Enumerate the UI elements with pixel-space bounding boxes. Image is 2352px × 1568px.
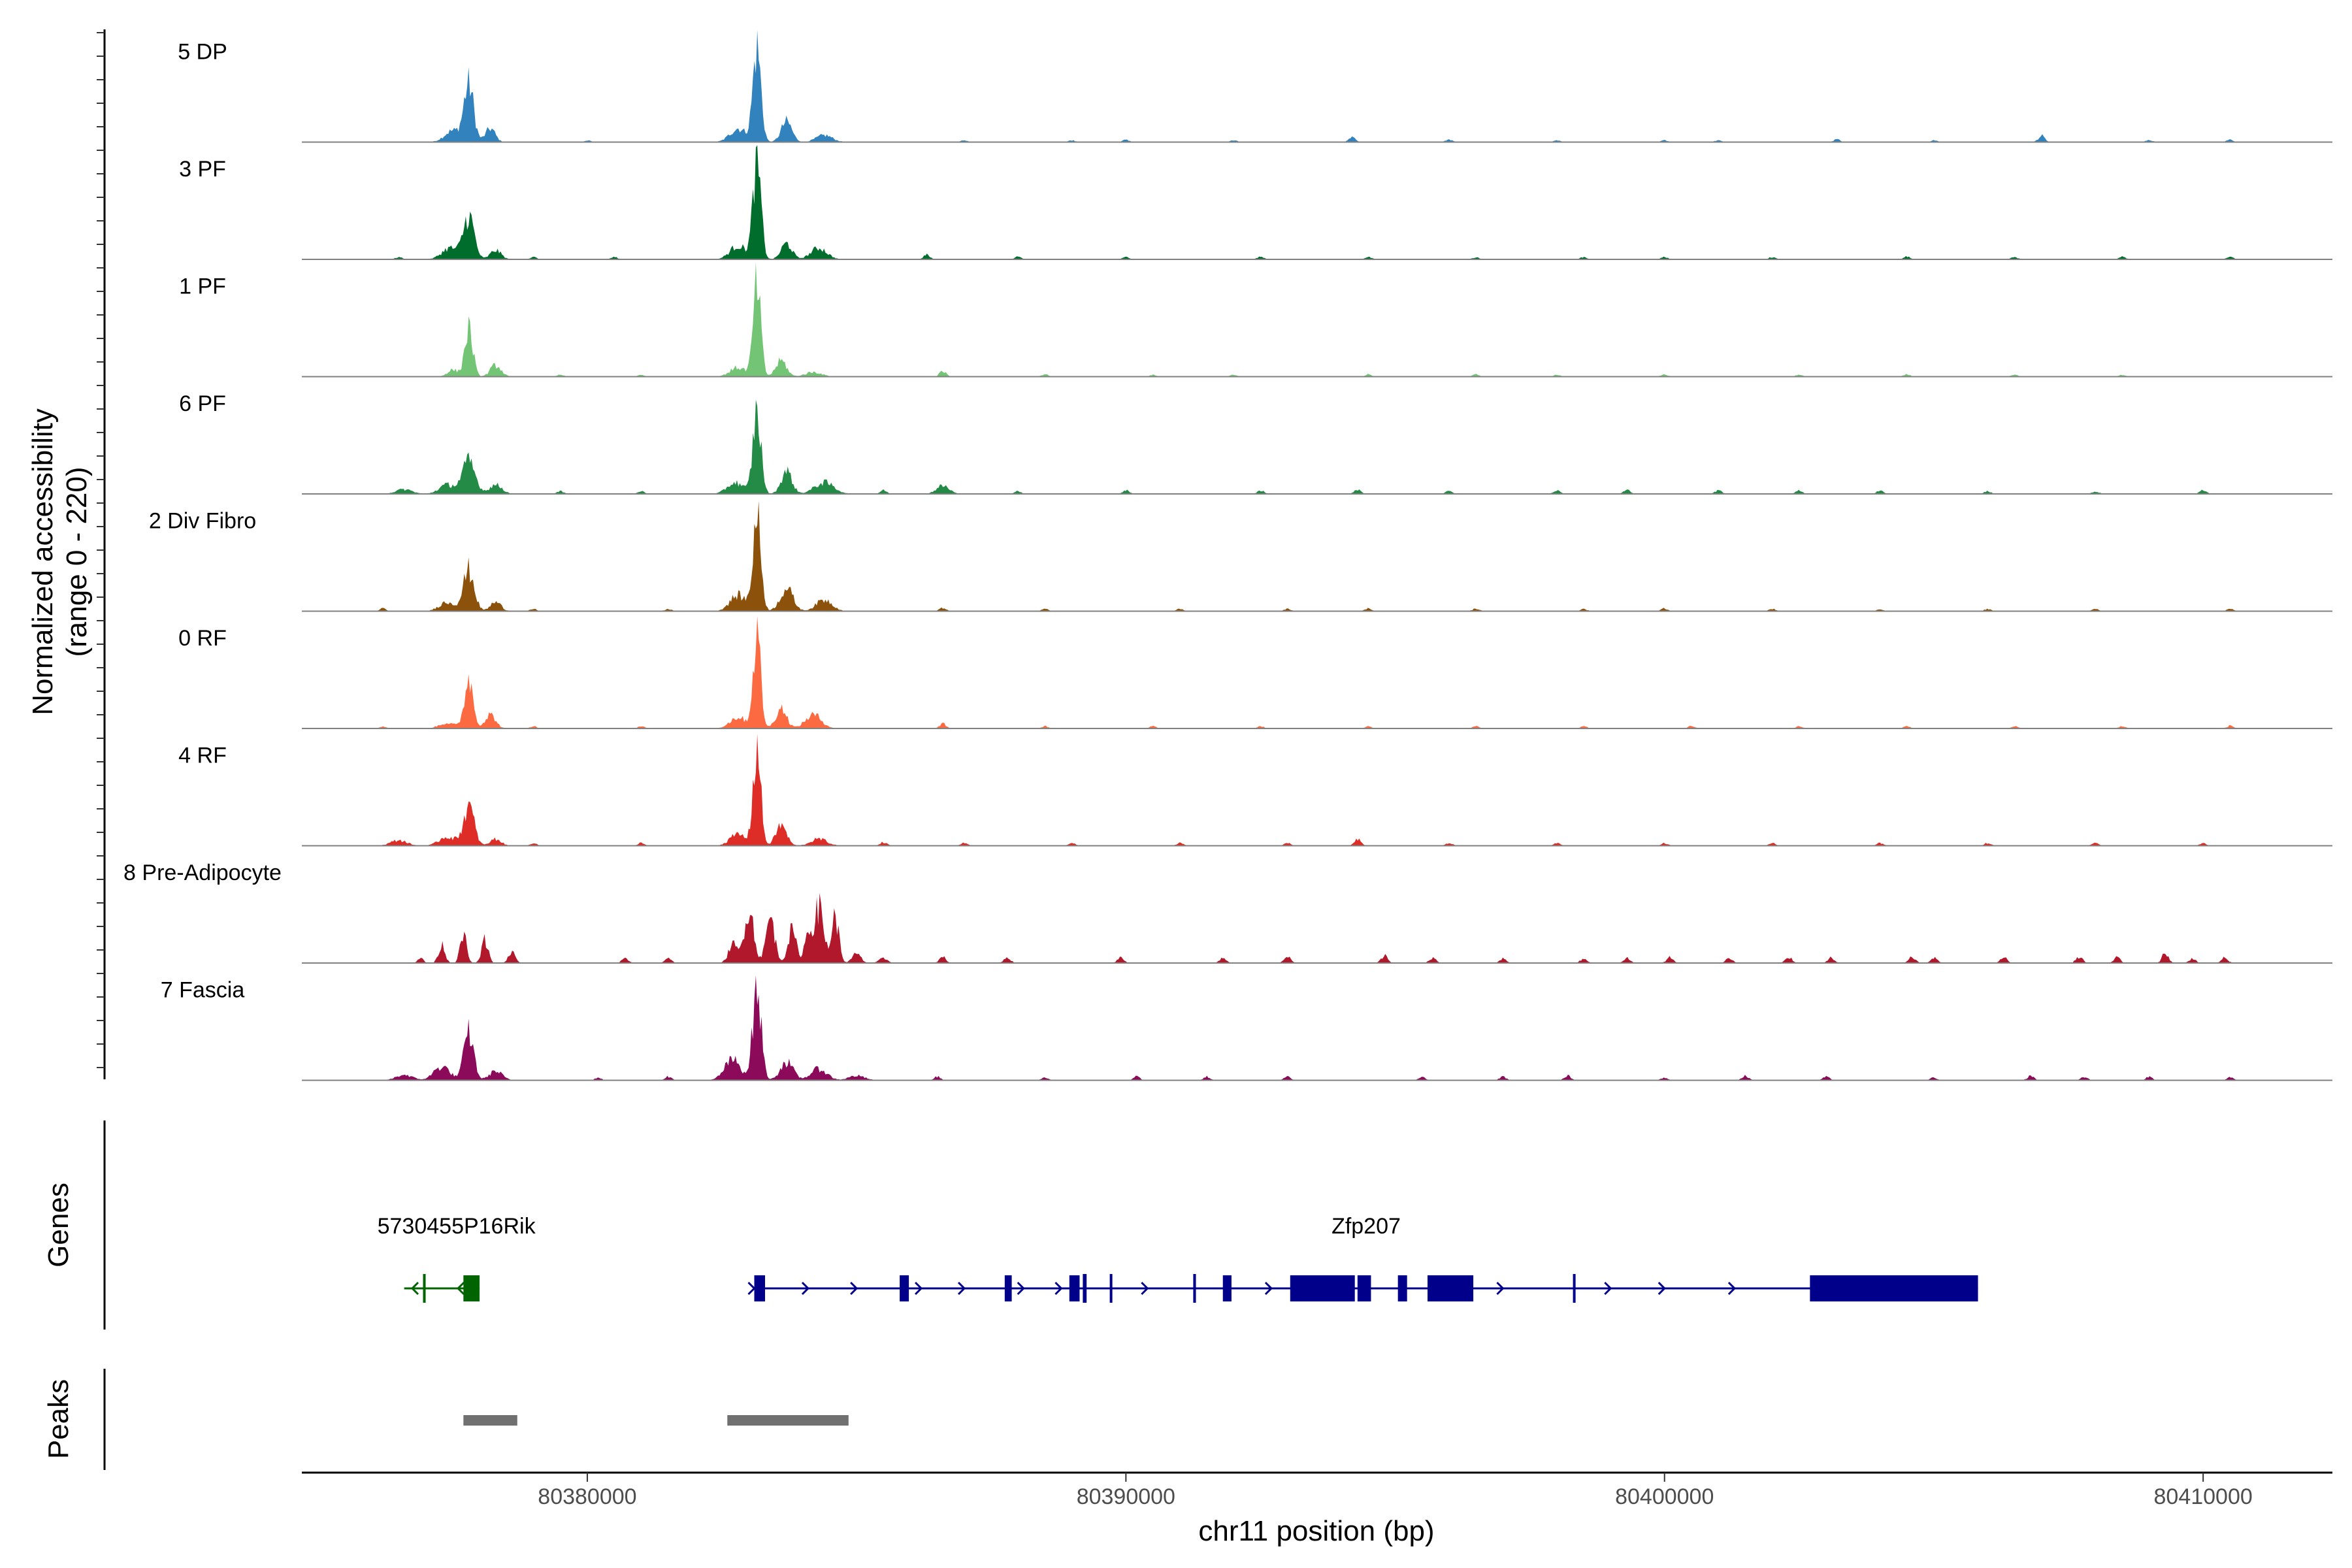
left-axes	[97, 29, 106, 1470]
strand-arrow	[1017, 1281, 1025, 1296]
gene-exon	[754, 1275, 765, 1301]
strand-arrow	[957, 1281, 966, 1296]
x-tick-label: 80380000	[538, 1484, 636, 1509]
x-tick-label: 80400000	[1615, 1484, 1714, 1509]
gene-exon	[1193, 1274, 1196, 1303]
coverage-area	[350, 399, 2247, 494]
gene-exon	[1222, 1275, 1232, 1301]
gene-exon	[1109, 1274, 1113, 1303]
peak-region	[727, 1415, 849, 1426]
track-label: 0 RF	[178, 626, 227, 651]
strand-arrow	[1054, 1281, 1063, 1296]
coverage-area	[350, 262, 2247, 377]
gene-exon	[1004, 1275, 1012, 1301]
strand-arrow	[747, 1281, 756, 1296]
strand-arrow	[410, 1281, 419, 1296]
track-1: 3 PF	[179, 145, 2332, 260]
peaks-track	[463, 1415, 849, 1426]
strand-arrow	[1264, 1281, 1273, 1296]
strand-arrow	[914, 1281, 923, 1296]
strand-arrow	[1604, 1281, 1612, 1296]
track-4: 2 Div Fibro	[149, 500, 2332, 612]
track-label: 7 Fascia	[161, 978, 245, 1003]
x-tick-label: 80390000	[1077, 1484, 1175, 1509]
strand-arrow	[1658, 1281, 1666, 1296]
strand-arrow	[1141, 1281, 1149, 1296]
gene-model: 5730455P16Rik	[378, 1214, 536, 1303]
track-label: 3 PF	[179, 157, 226, 182]
strand-arrow	[850, 1281, 858, 1296]
gene-exon	[1810, 1275, 1978, 1301]
gene-exon	[900, 1275, 909, 1301]
coverage-area	[350, 892, 2247, 963]
gene-name-label: Zfp207	[1331, 1214, 1401, 1239]
coverage-area	[350, 145, 2247, 259]
coverage-tracks: 5 DP 3 PF 1 PF 6 PF 2 Div Fibro 0 RF 4 RF 8 Pre…	[123, 30, 2332, 1081]
gene-exon	[1083, 1274, 1087, 1303]
gene-exon	[1573, 1274, 1576, 1303]
strand-arrow	[1496, 1281, 1505, 1296]
strand-arrow	[1727, 1281, 1737, 1296]
x-tick-label: 80410000	[2154, 1484, 2253, 1509]
track-label: 8 Pre-Adipocyte	[123, 860, 282, 885]
genes-track-title: Genes	[42, 1183, 74, 1267]
track-3: 6 PF	[179, 391, 2332, 495]
gene-exon	[1069, 1275, 1080, 1301]
coverage-area	[350, 734, 2247, 846]
x-axis-title: chr11 position (bp)	[1198, 1515, 1434, 1547]
track-label: 1 PF	[179, 274, 226, 299]
gene-exon	[463, 1275, 480, 1301]
gene-exon	[1397, 1275, 1407, 1301]
gene-annotation-track: 5730455P16Rik Zfp207	[378, 1214, 1978, 1303]
y-axis-title: Normalized accessibility	[27, 408, 59, 715]
coverage-area	[350, 500, 2247, 612]
track-2: 1 PF	[179, 262, 2332, 378]
track-label: 6 PF	[179, 391, 226, 416]
coverage-area	[350, 615, 2247, 728]
strand-arrow	[456, 1281, 465, 1296]
track-7: 8 Pre-Adipocyte	[123, 860, 2332, 964]
coverage-area	[350, 975, 2247, 1081]
gene-model: Zfp207	[747, 1214, 1978, 1303]
track-8: 7 Fascia	[161, 975, 2332, 1081]
gene-name-label: 5730455P16Rik	[378, 1214, 536, 1239]
coverage-area	[350, 30, 2247, 142]
gene-exon	[1428, 1275, 1474, 1301]
track-label: 5 DP	[178, 40, 227, 65]
track-6: 4 RF	[178, 734, 2332, 847]
gene-exon	[1357, 1275, 1371, 1301]
peaks-track-title: Peaks	[42, 1379, 74, 1459]
y-axis-range-label: (range 0 - 220)	[61, 466, 93, 657]
strand-arrow	[801, 1281, 810, 1296]
track-0: 5 DP	[178, 30, 2332, 143]
peak-region	[463, 1415, 517, 1426]
track-label: 2 Div Fibro	[149, 509, 256, 534]
gene-exon	[1290, 1275, 1355, 1301]
track-label: 4 RF	[178, 743, 227, 768]
track-5: 0 RF	[178, 615, 2332, 729]
x-axis: 80380000 80390000 80400000 80410000	[302, 1471, 2332, 1509]
gene-exon	[423, 1274, 426, 1303]
